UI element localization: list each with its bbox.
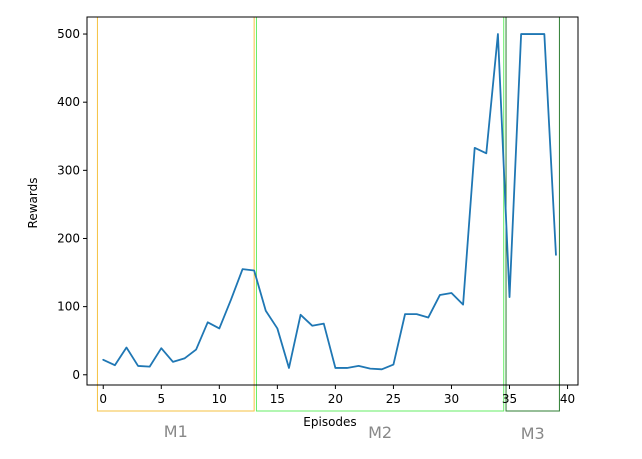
region-label-m3: M3 bbox=[521, 424, 545, 443]
x-tick-label: 35 bbox=[502, 392, 517, 406]
y-tick-label: 500 bbox=[57, 27, 80, 41]
region-box-m2 bbox=[255, 16, 505, 412]
series-layer bbox=[102, 33, 557, 371]
x-tick-label: 0 bbox=[99, 392, 107, 406]
region-label-m2: M2 bbox=[368, 423, 392, 442]
series-line-rewards bbox=[102, 33, 557, 371]
plot-frame bbox=[86, 16, 579, 386]
x-tick-label: 40 bbox=[560, 392, 575, 406]
y-axis-ticks: 0 100 200 300 400 500 bbox=[57, 27, 87, 382]
x-axis-ticks: 0 5 10 15 20 25 30 35 40 bbox=[99, 385, 575, 406]
y-tick-label: 300 bbox=[57, 163, 80, 177]
y-tick-label: 200 bbox=[57, 231, 80, 245]
x-tick-label: 10 bbox=[212, 392, 227, 406]
x-tick-label: 5 bbox=[157, 392, 165, 406]
region-box-m1 bbox=[96, 16, 255, 412]
region-label-m1: M1 bbox=[164, 422, 188, 441]
x-axis-label: Episodes bbox=[303, 415, 356, 429]
y-axis-label: Rewards bbox=[26, 178, 40, 229]
x-tick-label: 30 bbox=[444, 392, 459, 406]
x-tick-label: 25 bbox=[386, 392, 401, 406]
region-labels: M1 M2 M3 bbox=[164, 422, 545, 443]
y-tick-label: 400 bbox=[57, 95, 80, 109]
y-tick-label: 0 bbox=[72, 368, 80, 382]
region-boxes bbox=[96, 16, 560, 412]
y-tick-label: 100 bbox=[57, 300, 80, 314]
x-tick-label: 15 bbox=[270, 392, 285, 406]
x-tick-label: 20 bbox=[328, 392, 343, 406]
